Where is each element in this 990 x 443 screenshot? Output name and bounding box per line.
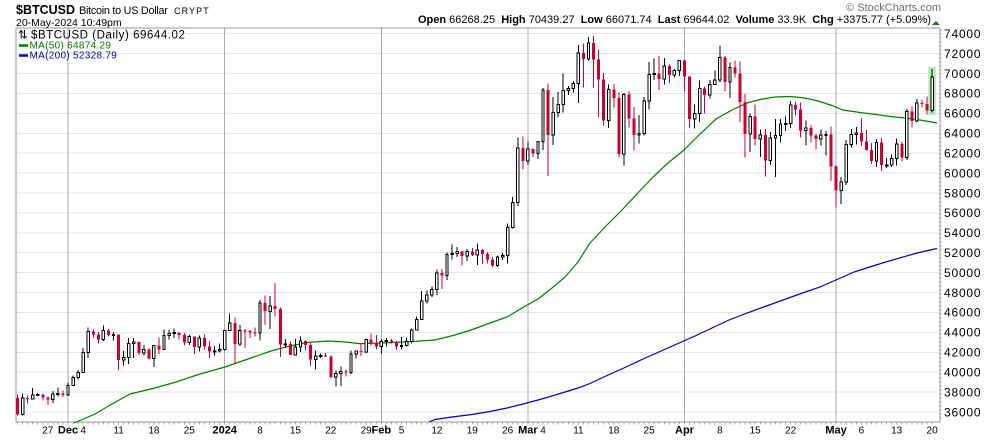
svg-text:38000: 38000 [944, 385, 981, 399]
svg-text:Feb: Feb [372, 425, 392, 437]
svg-text:25: 25 [644, 426, 656, 437]
svg-text:50000: 50000 [944, 266, 981, 280]
svg-text:20: 20 [927, 426, 939, 437]
svg-text:22: 22 [785, 426, 797, 437]
svg-text:Mar: Mar [518, 425, 538, 437]
svg-text:5: 5 [399, 426, 405, 437]
svg-text:11: 11 [573, 426, 584, 437]
svg-text:72000: 72000 [944, 47, 981, 61]
svg-text:46000: 46000 [944, 306, 981, 320]
svg-text:Dec: Dec [58, 425, 78, 437]
svg-text:52000: 52000 [944, 246, 981, 260]
svg-text:64000: 64000 [944, 127, 981, 141]
svg-text:58000: 58000 [944, 186, 981, 200]
svg-text:68000: 68000 [944, 87, 981, 101]
svg-text:2024: 2024 [212, 425, 237, 437]
svg-text:18: 18 [148, 426, 160, 437]
svg-text:11: 11 [113, 426, 124, 437]
svg-text:Apr: Apr [675, 425, 695, 437]
svg-text:4: 4 [80, 426, 86, 437]
svg-text:56000: 56000 [944, 206, 981, 220]
svg-text:⇅: ⇅ [18, 30, 28, 42]
svg-text:25: 25 [184, 426, 196, 437]
svg-text:74000: 74000 [944, 27, 981, 41]
svg-text:26: 26 [502, 426, 514, 437]
svg-text:8: 8 [257, 426, 263, 437]
svg-text:66000: 66000 [944, 107, 981, 121]
svg-text:6: 6 [859, 426, 865, 437]
svg-text:May: May [825, 425, 847, 437]
svg-text:13: 13 [891, 426, 903, 437]
svg-text:70000: 70000 [944, 67, 981, 81]
svg-text:4: 4 [540, 426, 546, 437]
svg-text:29: 29 [361, 426, 373, 437]
svg-text:60000: 60000 [944, 166, 981, 180]
svg-text:MA(200) 52328.79: MA(200) 52328.79 [30, 51, 118, 62]
svg-text:8: 8 [717, 426, 723, 437]
svg-text:22: 22 [325, 426, 337, 437]
svg-text:44000: 44000 [944, 326, 981, 340]
svg-text:62000: 62000 [944, 147, 981, 161]
svg-text:18: 18 [608, 426, 620, 437]
svg-text:12: 12 [431, 426, 443, 437]
svg-text:36000: 36000 [944, 405, 981, 419]
svg-text:54000: 54000 [944, 226, 981, 240]
svg-text:$BTCUSD (Daily) 69644.02: $BTCUSD (Daily) 69644.02 [31, 30, 185, 42]
svg-text:42000: 42000 [944, 346, 981, 360]
svg-text:19: 19 [467, 426, 479, 437]
svg-text:15: 15 [290, 426, 302, 437]
svg-text:27: 27 [42, 426, 54, 437]
svg-text:15: 15 [750, 426, 762, 437]
svg-text:48000: 48000 [944, 286, 981, 300]
svg-text:MA(50) 64874.29: MA(50) 64874.29 [30, 41, 112, 52]
svg-text:40000: 40000 [944, 366, 981, 380]
